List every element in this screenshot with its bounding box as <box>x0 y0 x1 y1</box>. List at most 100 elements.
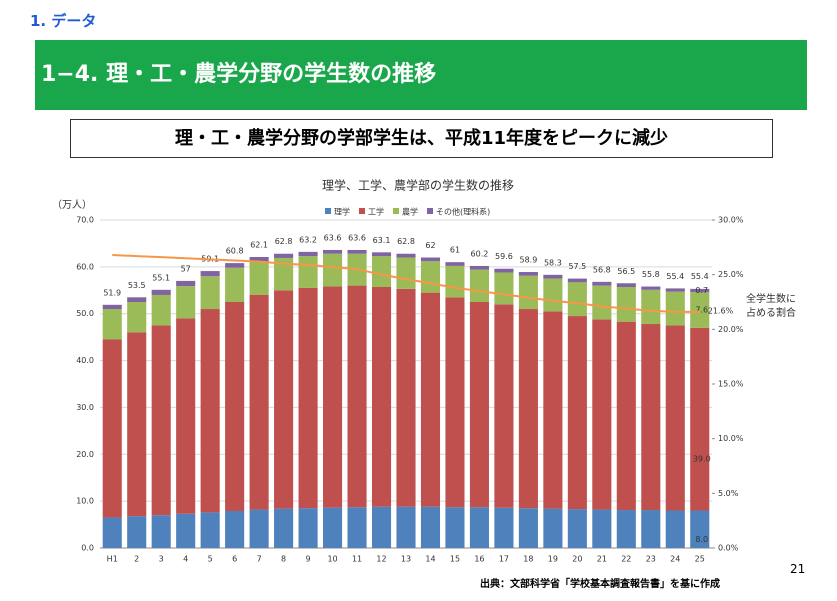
x-tick-label: 12 <box>376 555 386 564</box>
bar-segment <box>616 510 636 548</box>
total-label: 63.1 <box>373 236 391 245</box>
total-label: 63.6 <box>348 233 366 242</box>
y-tick-label: 10.0 <box>76 497 94 506</box>
bar-segment <box>616 283 636 288</box>
x-tick-label: 7 <box>257 555 262 564</box>
x-tick-label: 23 <box>646 555 656 564</box>
total-label: 58.3 <box>544 258 562 267</box>
bar-segment <box>347 507 367 548</box>
bar-segment <box>151 289 171 295</box>
bar-segment <box>347 285 367 508</box>
bar-segment <box>543 311 563 509</box>
y2-tick-label: 25.0% <box>718 270 744 279</box>
x-tick-label: 20 <box>572 555 582 564</box>
bar-segment <box>298 256 318 288</box>
bar-segment <box>494 268 514 273</box>
total-label: 56.5 <box>617 267 635 276</box>
bar-segment <box>151 294 171 326</box>
bar-segment <box>176 318 196 514</box>
y2-tick-label: 15.0% <box>718 380 744 389</box>
bar-segment <box>371 287 392 507</box>
bar-segment <box>323 253 343 287</box>
total-label: 58.9 <box>519 256 537 265</box>
x-tick-label: 22 <box>621 555 631 564</box>
bar-segment <box>200 309 220 513</box>
total-label: 56.8 <box>593 265 611 274</box>
bar-segment <box>200 271 220 277</box>
page-number: 21 <box>790 562 806 576</box>
bar-segment <box>518 272 538 276</box>
bar-segment <box>298 287 318 509</box>
total-label: 60.8 <box>226 247 244 256</box>
line-value-label: 21.6% <box>708 306 734 315</box>
line-label: 全学生数に <box>746 292 796 305</box>
bar-segment <box>641 510 661 548</box>
slide-title: 1−4. 理・工・農学分野の学生数の推移 <box>35 40 807 110</box>
bar-segment <box>127 302 147 333</box>
y-tick-label: 30.0 <box>76 403 94 412</box>
value-label: 39.0 <box>693 455 711 464</box>
y-tick-label: 50.0 <box>76 309 94 318</box>
x-tick-label: 2 <box>134 555 139 564</box>
bar-segment <box>592 509 612 548</box>
bar-segment <box>249 257 269 262</box>
bar-segment <box>469 302 489 508</box>
bar-segment <box>592 285 612 320</box>
bar-segment <box>567 282 587 317</box>
y-tick-label: 70.0 <box>76 216 94 225</box>
y2-tick-label: 10.0% <box>718 434 744 443</box>
total-label: 62 <box>425 241 435 250</box>
total-label: 55.4 <box>666 272 684 281</box>
total-label: 60.2 <box>471 249 489 258</box>
x-tick-label: 25 <box>695 555 705 564</box>
bar-segment <box>518 275 538 310</box>
bar-segment <box>371 252 392 257</box>
bar-segment <box>543 278 563 312</box>
bar-segment <box>690 288 710 293</box>
bar-segment <box>127 332 147 517</box>
bar-segment <box>274 290 294 509</box>
bar-segment <box>690 327 710 511</box>
x-tick-label: 6 <box>232 555 237 564</box>
bar-segment <box>616 321 636 511</box>
bar-segment <box>127 297 147 302</box>
bar-segment <box>225 263 245 268</box>
legend-swatch <box>359 208 365 214</box>
bar-segment <box>445 262 465 266</box>
bar-segment <box>494 507 514 548</box>
bar-segment <box>347 249 367 254</box>
legend-label: 理学 <box>334 207 350 217</box>
bar-segment <box>567 509 587 548</box>
bar-segment <box>665 510 685 548</box>
x-tick-label: H1 <box>107 555 118 564</box>
total-label: 63.6 <box>324 233 342 242</box>
bar-segment <box>567 316 587 510</box>
bar-segment <box>200 512 220 548</box>
bar-segment <box>298 251 318 257</box>
chart-title: 理学、工学、農学部の学生数の推移 <box>322 178 514 193</box>
total-label: 62.8 <box>397 237 415 246</box>
bar-segment <box>445 507 465 548</box>
total-label: 57.5 <box>568 262 586 271</box>
bar-segment <box>396 253 416 258</box>
bar-segment <box>641 286 661 290</box>
bar-segment <box>200 276 220 310</box>
bar-segment <box>396 506 416 548</box>
bar-segment <box>592 319 612 510</box>
bar-segment <box>102 517 122 548</box>
bar-segment <box>249 294 269 510</box>
x-tick-label: 8 <box>281 555 286 564</box>
x-tick-label: 16 <box>474 555 484 564</box>
y2-tick-label: 5.0% <box>718 489 739 498</box>
bar-segment <box>249 261 269 295</box>
bar-segment <box>641 324 661 511</box>
x-tick-label: 4 <box>183 555 188 564</box>
bar-segment <box>543 274 563 279</box>
bar-segment <box>518 508 538 548</box>
bar-segment <box>494 272 514 305</box>
bar-segment <box>371 506 392 548</box>
bar-segment <box>274 253 294 258</box>
bar-segment <box>641 289 661 325</box>
bar-segment <box>102 304 122 310</box>
legend-swatch <box>393 208 399 214</box>
